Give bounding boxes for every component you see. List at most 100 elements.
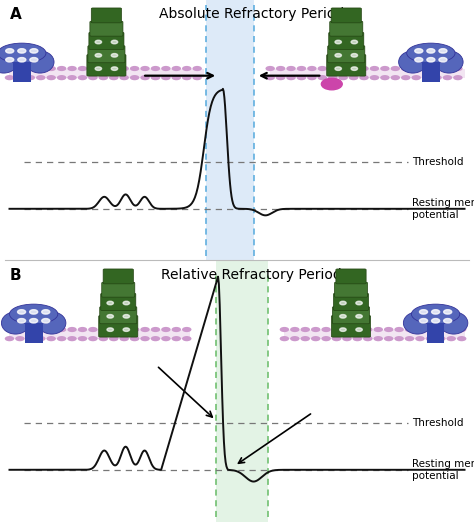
- Circle shape: [311, 327, 320, 332]
- Circle shape: [444, 310, 452, 314]
- Circle shape: [151, 66, 160, 71]
- Circle shape: [46, 75, 56, 80]
- Circle shape: [6, 49, 14, 53]
- Circle shape: [443, 66, 452, 71]
- Circle shape: [335, 54, 341, 57]
- Circle shape: [280, 336, 289, 341]
- Circle shape: [182, 75, 191, 80]
- Circle shape: [15, 336, 25, 341]
- Circle shape: [328, 75, 337, 80]
- Circle shape: [380, 75, 390, 80]
- Circle shape: [42, 318, 50, 323]
- Circle shape: [15, 327, 25, 332]
- Circle shape: [18, 318, 26, 323]
- Circle shape: [453, 66, 463, 71]
- Ellipse shape: [9, 304, 58, 324]
- Circle shape: [5, 75, 14, 80]
- Ellipse shape: [411, 304, 460, 324]
- Circle shape: [384, 327, 393, 332]
- Circle shape: [290, 336, 300, 341]
- Circle shape: [301, 336, 310, 341]
- Circle shape: [109, 75, 118, 80]
- Circle shape: [359, 75, 369, 80]
- Text: Absolute Refractory Period: Absolute Refractory Period: [159, 6, 344, 20]
- Circle shape: [340, 315, 346, 318]
- Circle shape: [99, 327, 108, 332]
- Circle shape: [307, 75, 317, 80]
- Circle shape: [119, 327, 129, 332]
- Circle shape: [192, 66, 202, 71]
- Circle shape: [415, 49, 423, 53]
- Circle shape: [307, 66, 317, 71]
- Circle shape: [119, 336, 129, 341]
- Circle shape: [130, 327, 139, 332]
- Circle shape: [318, 66, 327, 71]
- Text: Relative Refractory Period: Relative Refractory Period: [161, 267, 342, 281]
- Circle shape: [321, 327, 331, 332]
- Circle shape: [443, 75, 452, 80]
- Text: Resting membrane
potential: Resting membrane potential: [412, 198, 474, 220]
- Ellipse shape: [407, 43, 455, 63]
- Circle shape: [140, 336, 150, 341]
- Circle shape: [276, 75, 285, 80]
- Circle shape: [15, 75, 25, 80]
- FancyBboxPatch shape: [328, 45, 365, 63]
- Ellipse shape: [0, 43, 46, 63]
- Circle shape: [439, 49, 447, 53]
- Circle shape: [401, 66, 410, 71]
- Circle shape: [405, 336, 414, 341]
- Circle shape: [286, 75, 296, 80]
- Circle shape: [453, 75, 463, 80]
- Circle shape: [363, 327, 373, 332]
- FancyBboxPatch shape: [100, 306, 137, 324]
- Circle shape: [5, 327, 14, 332]
- Circle shape: [123, 315, 129, 318]
- Circle shape: [78, 327, 87, 332]
- Circle shape: [78, 66, 87, 71]
- Circle shape: [415, 57, 423, 62]
- Circle shape: [161, 66, 171, 71]
- Ellipse shape: [435, 51, 463, 73]
- Circle shape: [391, 75, 400, 80]
- Circle shape: [29, 310, 37, 314]
- Circle shape: [411, 75, 421, 80]
- Circle shape: [351, 40, 357, 44]
- Circle shape: [432, 75, 442, 80]
- Circle shape: [335, 40, 341, 44]
- Circle shape: [342, 336, 352, 341]
- Circle shape: [172, 66, 181, 71]
- Circle shape: [340, 328, 346, 331]
- Circle shape: [380, 66, 390, 71]
- Circle shape: [67, 336, 77, 341]
- Text: Threshold: Threshold: [412, 157, 464, 167]
- Circle shape: [140, 327, 150, 332]
- Circle shape: [457, 327, 466, 332]
- FancyBboxPatch shape: [330, 21, 363, 36]
- Circle shape: [374, 327, 383, 332]
- Circle shape: [318, 75, 327, 80]
- Ellipse shape: [403, 312, 431, 334]
- Bar: [427, 323, 445, 343]
- FancyBboxPatch shape: [89, 32, 124, 50]
- Circle shape: [130, 66, 139, 71]
- Text: Threshold: Threshold: [412, 418, 464, 428]
- Circle shape: [57, 75, 66, 80]
- Circle shape: [415, 327, 425, 332]
- Circle shape: [172, 336, 181, 341]
- Circle shape: [109, 66, 118, 71]
- Text: A: A: [9, 6, 21, 21]
- Circle shape: [427, 57, 435, 62]
- Circle shape: [401, 75, 410, 80]
- Circle shape: [276, 66, 285, 71]
- Circle shape: [26, 327, 35, 332]
- Circle shape: [301, 327, 310, 332]
- Text: Resting membrane
potential: Resting membrane potential: [412, 459, 474, 481]
- Circle shape: [151, 327, 160, 332]
- Circle shape: [119, 75, 129, 80]
- Bar: [206, 0, 254, 261]
- Circle shape: [265, 66, 275, 71]
- Bar: [9, 329, 190, 339]
- Circle shape: [427, 49, 435, 53]
- FancyBboxPatch shape: [327, 55, 366, 76]
- Bar: [422, 62, 440, 82]
